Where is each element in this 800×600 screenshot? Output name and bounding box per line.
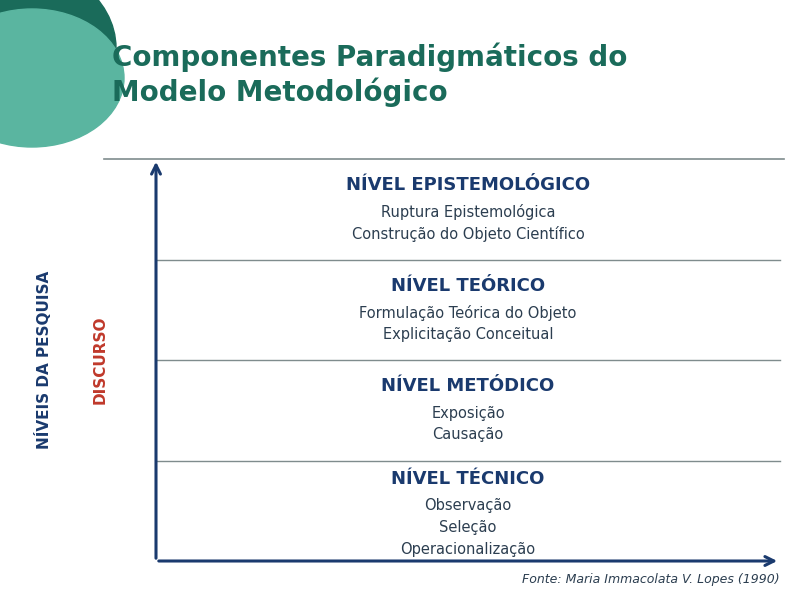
Text: NÍVEL METÓDICO: NÍVEL METÓDICO bbox=[382, 377, 554, 395]
Text: Observação: Observação bbox=[424, 499, 512, 514]
Text: Seleção: Seleção bbox=[439, 520, 497, 535]
Circle shape bbox=[0, 0, 116, 141]
Text: Explicitação Conceitual: Explicitação Conceitual bbox=[382, 327, 554, 342]
Text: Componentes Paradigmáticos do
Modelo Metodológico: Componentes Paradigmáticos do Modelo Met… bbox=[112, 42, 627, 107]
Text: Fonte: Maria Immacolata V. Lopes (1990): Fonte: Maria Immacolata V. Lopes (1990) bbox=[522, 573, 780, 586]
Text: NÍVEIS DA PESQUISA: NÍVEIS DA PESQUISA bbox=[35, 271, 53, 449]
Text: Formulação Teórica do Objeto: Formulação Teórica do Objeto bbox=[359, 305, 577, 321]
Text: Construção do Objeto Científico: Construção do Objeto Científico bbox=[352, 226, 584, 242]
Text: DISCURSO: DISCURSO bbox=[93, 316, 107, 404]
Text: Exposição: Exposição bbox=[431, 406, 505, 421]
Text: NÍVEL TEÓRICO: NÍVEL TEÓRICO bbox=[391, 277, 545, 295]
Text: Ruptura Epistemológica: Ruptura Epistemológica bbox=[381, 205, 555, 220]
Text: NÍVEL EPISTEMOLÓGICO: NÍVEL EPISTEMOLÓGICO bbox=[346, 176, 590, 194]
Circle shape bbox=[0, 9, 124, 147]
Text: Causação: Causação bbox=[432, 427, 504, 442]
Text: Operacionalização: Operacionalização bbox=[401, 542, 535, 557]
Text: NÍVEL TÉCNICO: NÍVEL TÉCNICO bbox=[391, 470, 545, 488]
